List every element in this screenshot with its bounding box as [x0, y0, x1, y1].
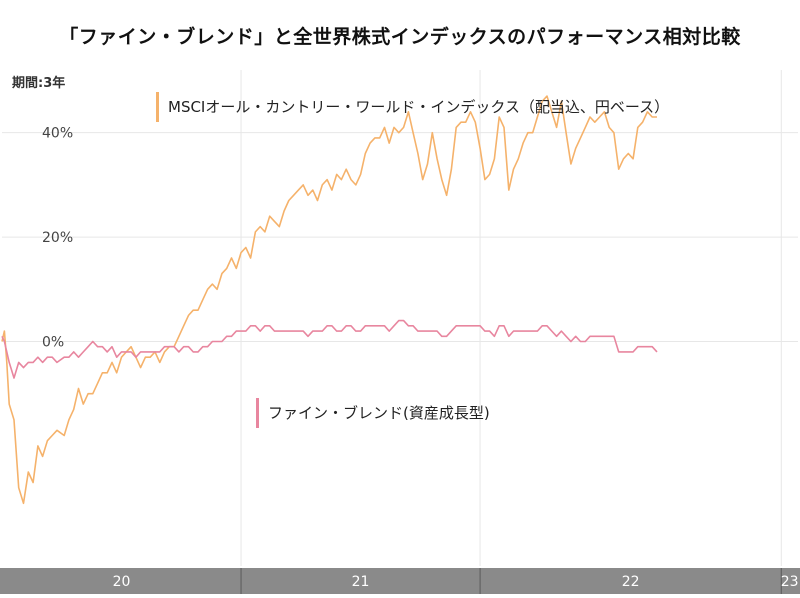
legend-label: MSCIオール・カントリー・ワールド・インデックス（配当込、円ベース）	[168, 98, 669, 116]
x-tick-label: 21	[352, 574, 370, 590]
x-tick-label: 22	[622, 574, 640, 590]
series-line-2	[1, 319, 658, 379]
series-layer	[1, 95, 658, 505]
legend-layer: MSCIオール・カントリー・ワールド・インデックス（配当込、円ベース） ファイン・…	[156, 92, 669, 428]
y-tick-label: 0%	[42, 334, 64, 350]
period-label: 期間:3年	[12, 76, 66, 91]
x-axis-band: 20 21 22 23	[0, 568, 800, 594]
y-tick-label: 40%	[42, 126, 73, 142]
legend-marker	[256, 398, 259, 428]
x-axis-band-bg	[0, 568, 800, 594]
legend-marker	[156, 92, 159, 122]
grid-layer: 0% 20% 40%	[2, 70, 798, 566]
x-tick-label: 20	[113, 574, 131, 590]
chart-title: 「ファイン・ブレンド」と全世界株式インデックスのパフォーマンス相対比較	[59, 26, 741, 48]
x-tick-label: 23	[781, 574, 799, 590]
legend-label: ファイン・ブレンド(資産成長型)	[268, 404, 490, 422]
y-tick-label: 20%	[42, 230, 73, 246]
series-line-1	[1, 95, 657, 505]
